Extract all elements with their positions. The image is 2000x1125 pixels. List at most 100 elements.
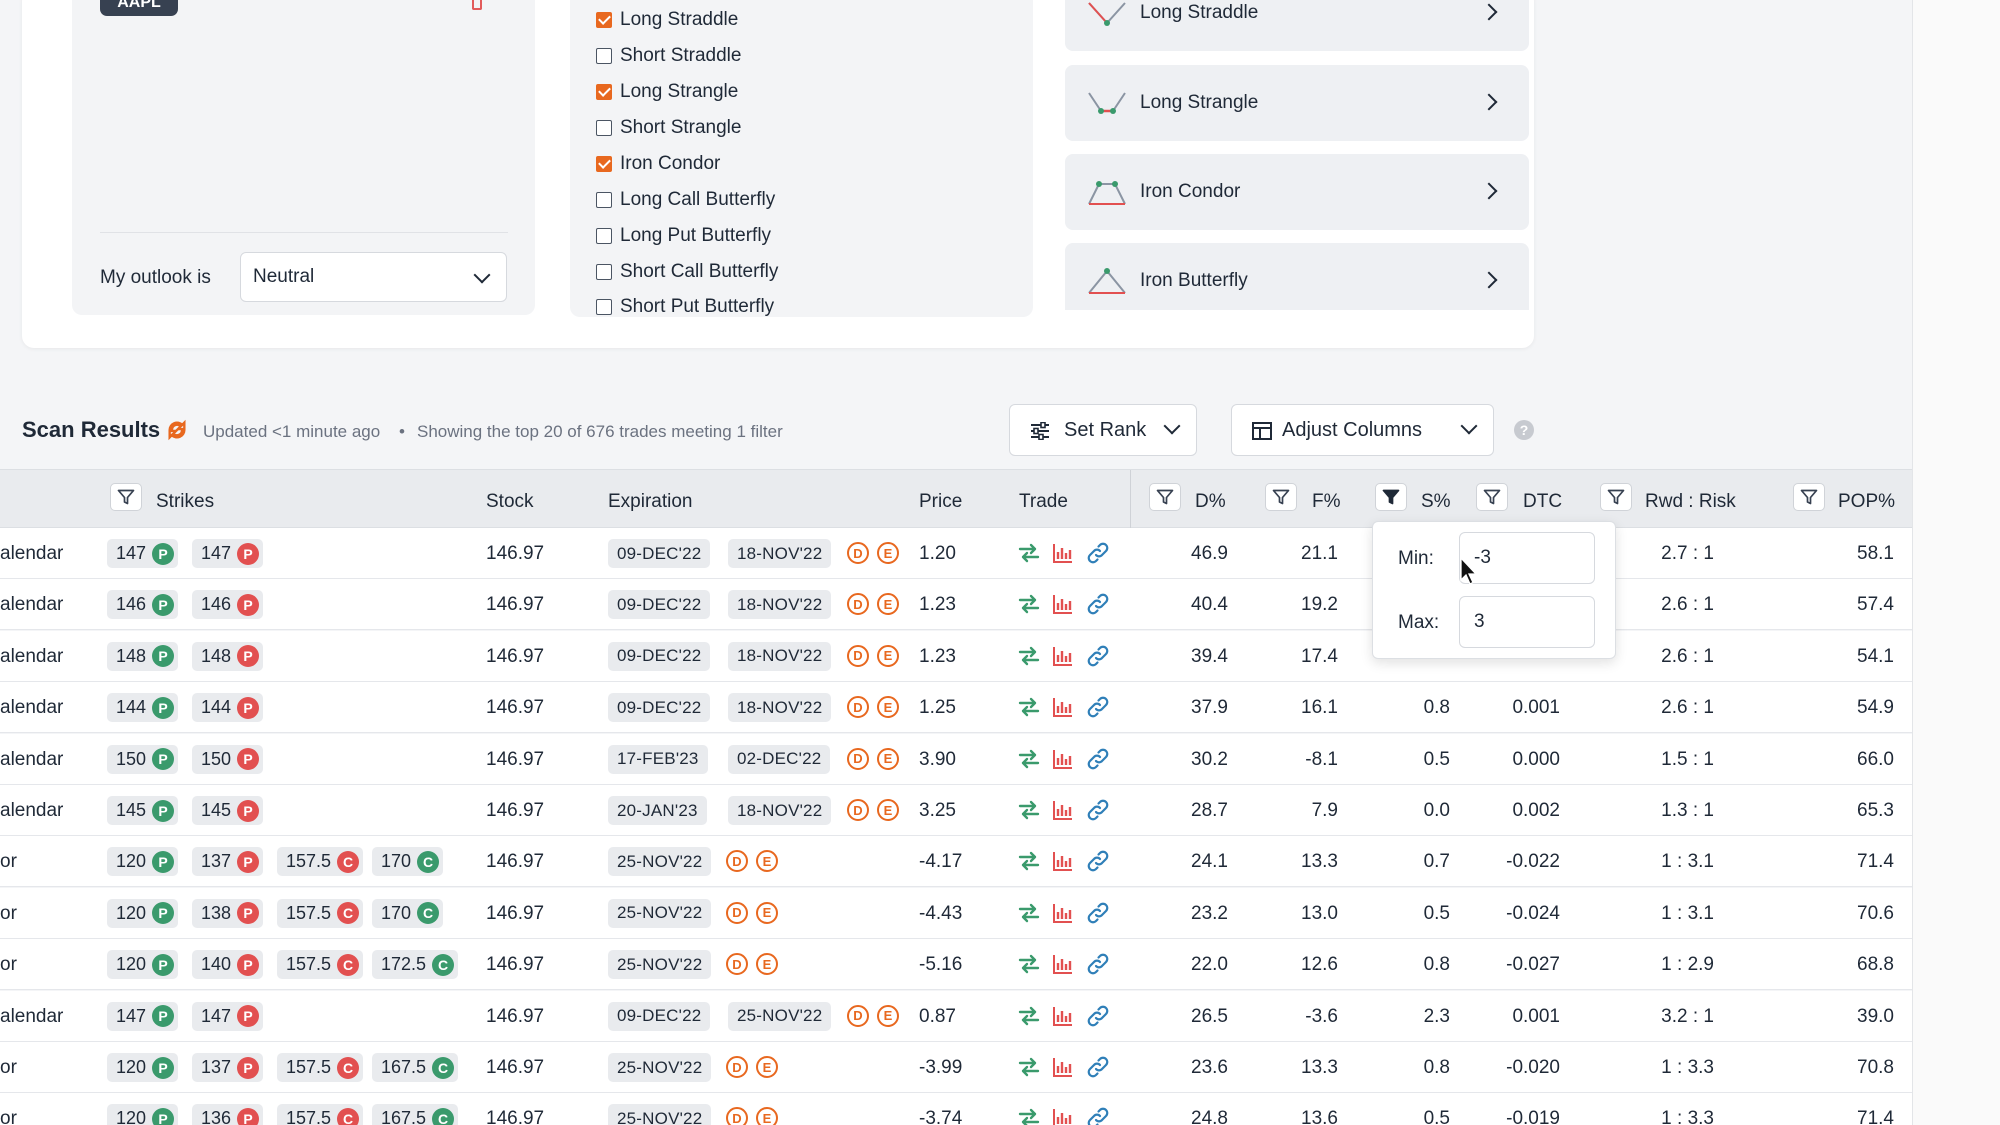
- strategy-option[interactable]: Long Put Butterfly: [596, 225, 771, 247]
- dividend-badge-icon[interactable]: D: [726, 850, 748, 873]
- link-icon[interactable]: [1087, 542, 1109, 564]
- chart-icon[interactable]: [1052, 902, 1074, 924]
- link-icon[interactable]: [1087, 748, 1109, 770]
- ticker-chip[interactable]: AAPL: [100, 0, 178, 16]
- swap-icon[interactable]: [1018, 645, 1040, 667]
- swap-icon[interactable]: [1018, 696, 1040, 718]
- link-icon[interactable]: [1087, 1107, 1109, 1125]
- strategy-option[interactable]: Short Strangle: [596, 117, 741, 139]
- checkbox-checked-icon[interactable]: [596, 12, 612, 28]
- link-icon[interactable]: [1087, 953, 1109, 975]
- earnings-badge-icon[interactable]: E: [877, 1004, 899, 1027]
- help-icon[interactable]: ?: [1514, 420, 1534, 440]
- link-icon[interactable]: [1087, 902, 1109, 924]
- swap-icon[interactable]: [1018, 850, 1040, 872]
- table-row[interactable]: alendar 150 P 150 P 146.97 17-FEB'23 02-DEC'22 D…: [0, 733, 1912, 785]
- table-row[interactable]: alendar 145 P 145 P 146.97 20-JAN'23 18-NOV'22 D…: [0, 785, 1912, 836]
- chart-icon[interactable]: [1052, 645, 1074, 667]
- earnings-badge-icon[interactable]: E: [756, 953, 778, 976]
- filter-icon-f[interactable]: [1265, 483, 1297, 511]
- swap-icon[interactable]: [1018, 1107, 1040, 1125]
- filter-icon-dtc[interactable]: [1476, 483, 1508, 511]
- swap-icon[interactable]: [1018, 593, 1040, 615]
- filter-icon-rwd-risk[interactable]: [1600, 483, 1632, 511]
- chart-icon[interactable]: [1052, 953, 1074, 975]
- column-header-strikes[interactable]: Strikes: [156, 491, 215, 512]
- table-row[interactable]: or 120 P 136 P 157.5 C 167.5 C 146.97 25-NOV'22 D E -…: [0, 1093, 1912, 1125]
- table-row[interactable]: alendar 146 P 146 P 146.97 09-DEC'22 18-NOV'22 D…: [0, 579, 1912, 631]
- strategy-option[interactable]: Long Strangle: [596, 81, 738, 103]
- chart-icon[interactable]: [1052, 542, 1074, 564]
- strategy-card[interactable]: Long Straddle: [1065, 0, 1529, 51]
- column-header-dtc[interactable]: DTC: [1523, 491, 1563, 512]
- filter-icon-strikes[interactable]: [110, 483, 142, 511]
- chart-icon[interactable]: [1052, 850, 1074, 872]
- checkbox-unchecked-icon[interactable]: [596, 228, 612, 244]
- dividend-badge-icon[interactable]: D: [847, 593, 869, 616]
- strategy-option[interactable]: Short Put Butterfly: [596, 296, 774, 317]
- strategy-option[interactable]: Iron Condor: [596, 153, 720, 175]
- checkbox-unchecked-icon[interactable]: [596, 48, 612, 64]
- swap-icon[interactable]: [1018, 1056, 1040, 1078]
- filter-icon-pop[interactable]: [1793, 483, 1825, 511]
- set-rank-button[interactable]: Set Rank: [1009, 404, 1197, 456]
- min-input[interactable]: -3: [1459, 532, 1595, 584]
- dividend-badge-icon[interactable]: D: [726, 1107, 748, 1125]
- table-row[interactable]: or 120 P 138 P 157.5 C 170 C 146.97 25-NOV'22 D E -4.…: [0, 887, 1912, 939]
- column-header-rwd-risk[interactable]: Rwd : Risk: [1645, 491, 1736, 512]
- earnings-badge-icon[interactable]: E: [756, 850, 778, 873]
- column-header-pop-pct[interactable]: POP%: [1838, 491, 1896, 512]
- trash-icon[interactable]: [470, 0, 484, 10]
- dividend-badge-icon[interactable]: D: [726, 901, 748, 924]
- chart-icon[interactable]: [1052, 696, 1074, 718]
- table-row[interactable]: alendar 147 P 147 P 146.97 09-DEC'22 25-NOV'22 D…: [0, 990, 1912, 1042]
- chart-icon[interactable]: [1052, 593, 1074, 615]
- checkbox-unchecked-icon[interactable]: [596, 192, 612, 208]
- table-row[interactable]: alendar 147 P 147 P 146.97 09-DEC'22 18-NOV'22 D…: [0, 528, 1912, 579]
- table-row[interactable]: or 120 P 137 P 157.5 C 167.5 C 146.97 25-NOV'22 D E -…: [0, 1042, 1912, 1093]
- chart-icon[interactable]: [1052, 1005, 1074, 1027]
- earnings-badge-icon[interactable]: E: [877, 696, 899, 719]
- refresh-icon[interactable]: [166, 419, 188, 441]
- adjust-columns-button[interactable]: Adjust Columns: [1231, 404, 1494, 456]
- filter-icon-d[interactable]: [1149, 483, 1181, 511]
- link-icon[interactable]: [1087, 799, 1109, 821]
- dividend-badge-icon[interactable]: D: [847, 747, 869, 770]
- dividend-badge-icon[interactable]: D: [726, 1056, 748, 1078]
- checkbox-unchecked-icon[interactable]: [596, 299, 612, 315]
- chart-icon[interactable]: [1052, 1056, 1074, 1078]
- earnings-badge-icon[interactable]: E: [877, 542, 899, 564]
- link-icon[interactable]: [1087, 645, 1109, 667]
- table-row[interactable]: alendar 148 P 148 P 146.97 09-DEC'22 18-NOV'22 D…: [0, 630, 1912, 682]
- dividend-badge-icon[interactable]: D: [847, 1004, 869, 1027]
- column-header-stock[interactable]: Stock: [486, 491, 534, 512]
- link-icon[interactable]: [1087, 1056, 1109, 1078]
- earnings-badge-icon[interactable]: E: [877, 799, 899, 821]
- swap-icon[interactable]: [1018, 799, 1040, 821]
- strategy-option[interactable]: Long Straddle: [596, 9, 738, 31]
- checkbox-unchecked-icon[interactable]: [596, 264, 612, 280]
- chart-icon[interactable]: [1052, 1107, 1074, 1125]
- column-header-expiration[interactable]: Expiration: [608, 491, 693, 512]
- checkbox-unchecked-icon[interactable]: [596, 120, 612, 136]
- dividend-badge-icon[interactable]: D: [847, 799, 869, 821]
- table-row[interactable]: or 120 P 137 P 157.5 C 170 C 146.97 25-NOV'22 D E -4.…: [0, 836, 1912, 888]
- checkbox-checked-icon[interactable]: [596, 156, 612, 172]
- strategy-card[interactable]: Long Strangle: [1065, 65, 1529, 141]
- earnings-badge-icon[interactable]: E: [877, 644, 899, 667]
- swap-icon[interactable]: [1018, 1005, 1040, 1027]
- table-row[interactable]: or 120 P 140 P 157.5 C 172.5 C 146.97 25-NOV'22 D E -…: [0, 939, 1912, 991]
- strategy-option[interactable]: Short Straddle: [596, 45, 741, 67]
- column-header-trade[interactable]: Trade: [1019, 491, 1068, 512]
- max-input[interactable]: 3: [1459, 596, 1595, 648]
- filter-icon-s-active[interactable]: [1375, 483, 1407, 511]
- chart-icon[interactable]: [1052, 799, 1074, 821]
- link-icon[interactable]: [1087, 696, 1109, 718]
- column-header-price[interactable]: Price: [919, 491, 963, 512]
- swap-icon[interactable]: [1018, 902, 1040, 924]
- column-header-f-pct[interactable]: F%: [1312, 491, 1341, 512]
- swap-icon[interactable]: [1018, 542, 1040, 564]
- dividend-badge-icon[interactable]: D: [847, 644, 869, 667]
- column-header-d-pct[interactable]: D%: [1195, 491, 1226, 512]
